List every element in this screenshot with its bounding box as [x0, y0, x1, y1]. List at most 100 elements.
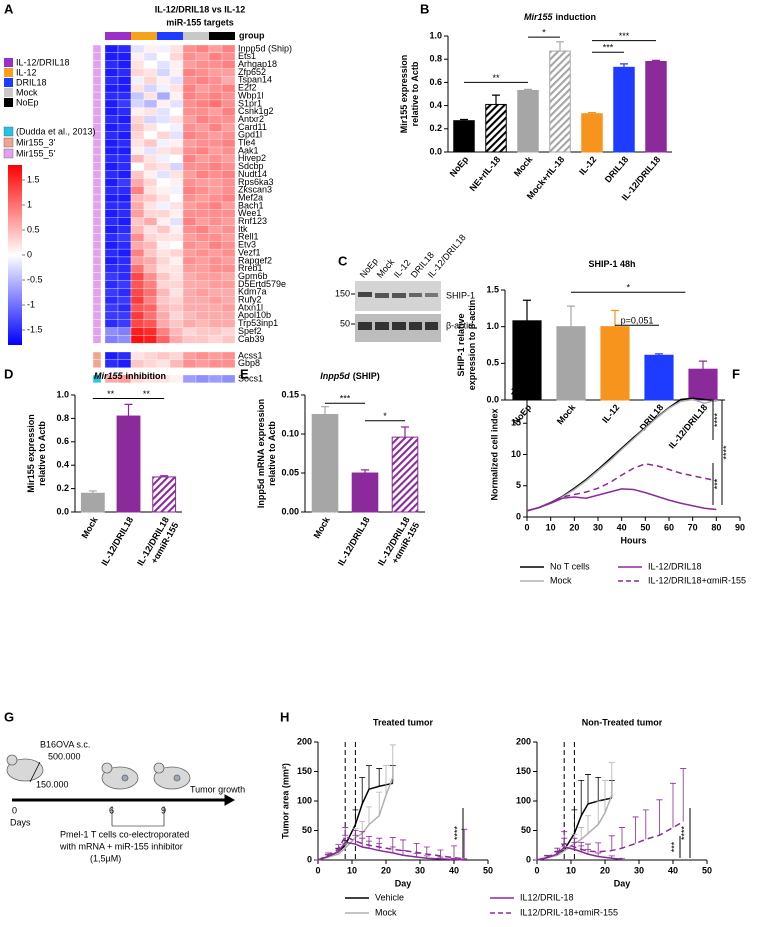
heatmap-cell	[221, 374, 236, 383]
title-text: (SHIP)	[353, 371, 380, 381]
heatmap-cell	[117, 146, 132, 156]
y-tick-label: 20	[511, 386, 521, 396]
y-axis-label-line: SHIP-1 relative	[456, 313, 466, 376]
heatmap-cell	[208, 248, 223, 258]
x-tick-label: DRIL18	[603, 154, 631, 184]
heatmap-cell	[104, 170, 119, 179]
gene-label: Acss1	[238, 350, 263, 360]
heatmap-cell	[195, 248, 210, 258]
marker-label: 50	[340, 318, 350, 328]
heatmap-cell	[117, 233, 132, 242]
error-bar	[492, 94, 500, 105]
heatmap-cell	[104, 44, 119, 53]
heatmap-cell	[130, 303, 145, 313]
gene-label: Csnk1g2	[238, 106, 274, 116]
legend-label: (Dudda et al., 2013)	[16, 126, 96, 136]
heatmap-cell	[221, 154, 236, 163]
heatmap-cell	[156, 319, 171, 328]
significance-label: ****	[721, 445, 731, 460]
heatmap-cell	[208, 186, 223, 195]
gene-label: Rps6ka3	[238, 177, 274, 187]
heatmap-cell	[156, 76, 171, 85]
bar	[645, 61, 667, 153]
heatmap-cell	[130, 99, 145, 108]
error-bar	[523, 299, 531, 321]
heatmap-cell	[117, 115, 132, 124]
heatmap-cell	[117, 296, 132, 305]
heatmap-cell	[104, 217, 119, 226]
error-bar	[376, 791, 383, 816]
error-bar	[578, 841, 585, 850]
x-tick-label: 40	[449, 865, 459, 875]
heatmap-cell	[130, 52, 145, 61]
heatmap-cell	[195, 154, 210, 163]
heatmap-cell	[143, 241, 158, 250]
legend-swatch	[4, 98, 13, 107]
heatmap-cell	[195, 84, 210, 93]
group-cell	[209, 32, 222, 40]
heatmap-cell	[117, 107, 132, 116]
heatmap-cell	[104, 162, 119, 171]
heatmap-cell	[130, 241, 145, 250]
band	[425, 322, 438, 330]
title-gene: Inpp5d	[320, 371, 350, 381]
annotation-cell	[92, 296, 102, 305]
heatmap-cell	[208, 99, 223, 108]
heatmap-cell	[156, 68, 171, 77]
band-label: SHIP-1	[446, 290, 475, 300]
group-cell	[105, 32, 118, 40]
x-tick-label-line: Mock	[312, 514, 333, 540]
heatmap-cell	[208, 44, 223, 53]
heatmap-cell	[130, 115, 145, 124]
heatmap-cell	[143, 209, 158, 218]
error-bar	[389, 744, 396, 778]
heatmap-cell	[221, 303, 236, 313]
panel-label: H	[280, 709, 289, 724]
heatmap-cell	[195, 91, 210, 101]
band	[392, 293, 406, 298]
significance: ****	[712, 413, 722, 428]
heatmap-cell	[117, 193, 132, 203]
y-tick-label: 1.0	[429, 30, 442, 40]
error-bar	[160, 475, 169, 477]
legend-label: Mir155_3'	[16, 137, 56, 147]
heatmap-cell	[208, 241, 223, 250]
y-axis-label-line: Mir155 expression	[399, 55, 409, 134]
gene-label: Rapgef2	[238, 255, 272, 265]
heatmap-cell	[143, 170, 158, 179]
gene-label: Gbp8	[238, 358, 260, 368]
heatmap-cell	[182, 303, 197, 313]
heatmap-cell	[104, 68, 119, 77]
heatmap-cell	[195, 170, 210, 179]
heatmap-cell	[169, 374, 184, 383]
heatmap-cell	[221, 351, 236, 360]
annotation-cell	[92, 288, 102, 297]
y-axis-label-line: expression to β-actin	[467, 300, 477, 391]
heatmap-cell	[156, 327, 171, 336]
y-tick-label: 0.05	[281, 467, 299, 477]
heatmap-cell	[221, 178, 236, 187]
x-tick-label-line: NoEp	[448, 154, 471, 179]
title-gene: Mir155	[94, 371, 124, 381]
panel-title: Mir155 induction	[524, 12, 596, 22]
significance-label: ***	[603, 43, 614, 53]
heatmap-cell	[130, 146, 145, 156]
heatmap-cell	[208, 84, 223, 93]
heatmap-cell	[156, 131, 171, 140]
x-tick-label: 50	[483, 865, 493, 875]
x-tick-label: Mock	[555, 402, 578, 427]
heatmap-cell	[208, 52, 223, 61]
heatmap-cell	[182, 374, 197, 383]
heatmap-cell	[169, 311, 184, 320]
heatmap-cell	[169, 193, 184, 203]
heatmap-cell	[169, 76, 184, 85]
heatmap-cell	[104, 296, 119, 305]
x-tick-label: 80	[711, 522, 721, 532]
y-tick-label: 50	[521, 825, 531, 835]
heatmap-cell	[221, 280, 236, 289]
annotation-cell	[92, 351, 102, 361]
heatmap-cell	[182, 311, 197, 320]
heatmap-cell	[143, 319, 158, 328]
y-axis-label-line: relative to Actb	[267, 421, 277, 486]
heatmap-cell	[130, 311, 145, 320]
